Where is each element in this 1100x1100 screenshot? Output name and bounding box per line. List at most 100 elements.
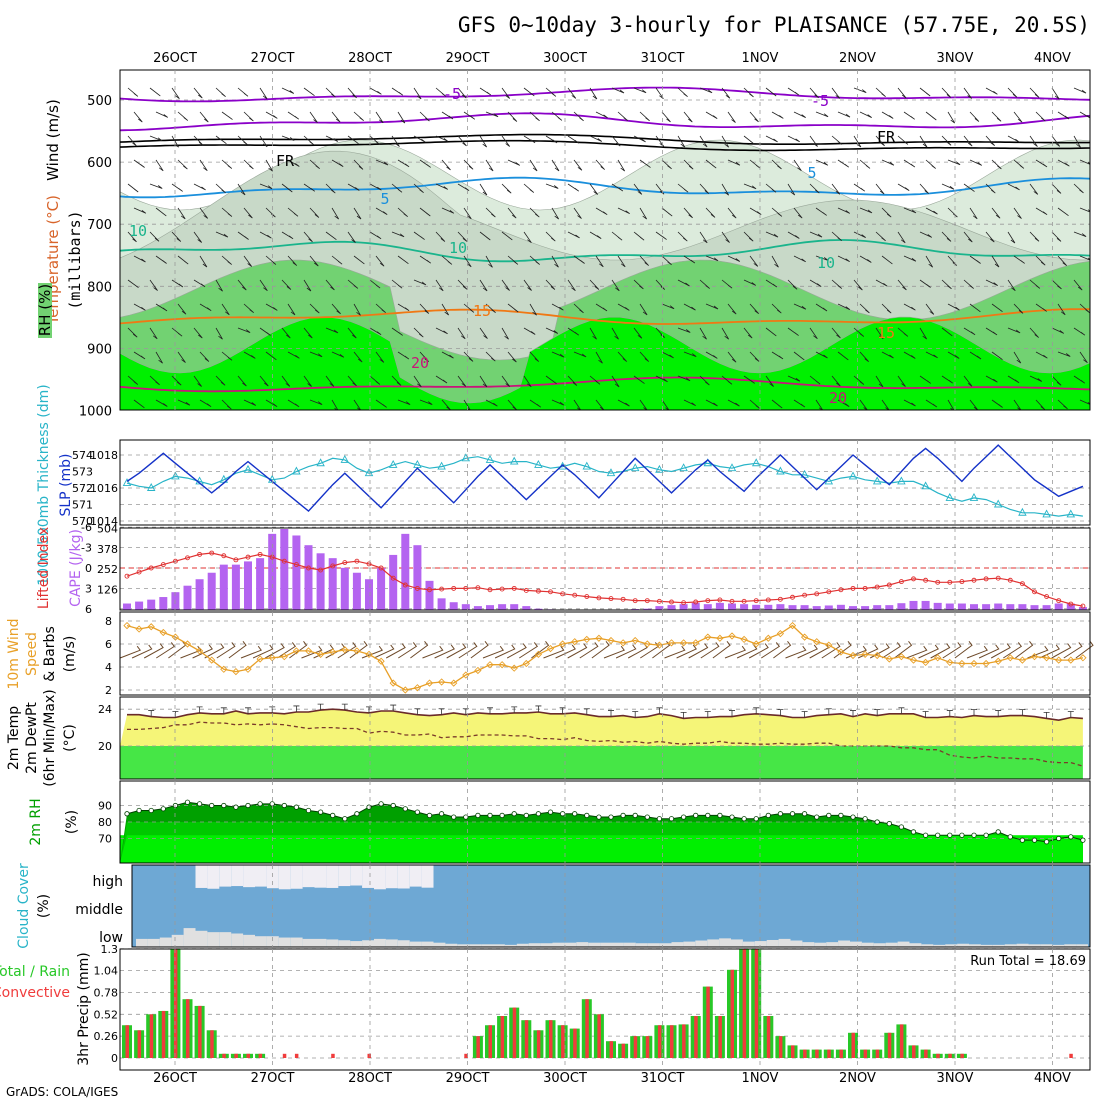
precip-convective-bar <box>500 1016 505 1058</box>
upper-wind-barb <box>919 135 928 148</box>
upper-wind-barb <box>1013 255 1025 264</box>
upper-wind-barb <box>655 375 668 383</box>
wind-speed-point <box>776 630 785 638</box>
wind-barb <box>930 643 951 659</box>
rh2m-point <box>1068 834 1074 840</box>
upper-wind-barb <box>529 111 540 122</box>
upper-wind-barb <box>963 183 975 192</box>
upper-wind-barb <box>721 183 730 196</box>
upper-wind-barb <box>177 159 188 170</box>
date-axis: 26OCT 27OCT 28OCT 29OCT 30OCT 31OCT 1NOV 2NOV 3N… <box>153 51 1071 66</box>
precip-convective-bar <box>294 1053 299 1058</box>
contour-label: 10 <box>129 222 147 240</box>
lifted-index-point <box>681 600 687 606</box>
cape-bar <box>655 606 664 610</box>
upper-wind-barb <box>903 351 916 359</box>
cape-bar <box>461 604 470 610</box>
cape-bar <box>897 603 906 610</box>
lifted-index-point <box>318 567 324 573</box>
upper-wind-barb <box>523 231 532 244</box>
upper-wind-barb <box>787 87 800 96</box>
cloud-low-bar <box>397 940 410 947</box>
cape-bar <box>304 545 313 610</box>
lifted-index-point <box>523 587 529 593</box>
temp-minmax-bar <box>729 710 735 717</box>
upper-wind-barb <box>545 87 557 97</box>
wind-barb <box>301 645 323 659</box>
upper-wind-barb <box>1029 327 1039 338</box>
temp-minmax-bar <box>245 707 251 714</box>
cloud-low-bar <box>588 942 601 947</box>
cape-bar <box>352 572 361 610</box>
lifted-index-point <box>596 595 602 601</box>
rh2m-point <box>136 807 142 814</box>
wind-speed-point <box>1055 656 1063 664</box>
precip-convective-bar <box>246 1053 250 1058</box>
cloud-high-bar <box>231 865 244 887</box>
lifted-index-point <box>402 582 408 588</box>
thickness-point <box>582 461 592 470</box>
cape-bar <box>1018 604 1027 610</box>
wind-barb <box>652 641 671 659</box>
upper-wind-barb <box>133 351 146 360</box>
cloud-low-bar <box>754 941 767 947</box>
cloud-low-bar <box>445 943 458 947</box>
lifted-index-point <box>1080 603 1086 609</box>
wind-label-3: & Barbs <box>42 626 58 682</box>
upper-wind-barb <box>193 279 206 288</box>
contour-label: 20 <box>829 389 847 407</box>
lifted-index-point <box>995 575 1001 581</box>
thickness-tick-label: 572 <box>72 482 93 495</box>
upper-wind-barb <box>1073 135 1081 148</box>
wind-speed-point <box>546 644 555 653</box>
wind-speed-point <box>825 641 833 649</box>
upper-wind-barb <box>991 399 1003 408</box>
upper-wind-barb <box>523 375 532 388</box>
contour-label: -5 <box>443 85 461 103</box>
cloud-high-bar <box>421 865 434 888</box>
upper-wind-barb <box>793 111 806 118</box>
upper-wind-barb <box>699 135 708 148</box>
lifted-index-point <box>233 557 239 563</box>
upper-wind-barb <box>875 375 884 388</box>
temp-minmax-bar <box>704 711 711 718</box>
upper-wind-barb <box>699 375 710 386</box>
cloud-low-bar <box>683 941 696 947</box>
upper-wind-barb <box>787 183 796 196</box>
wind-barb <box>1051 643 1072 659</box>
wind-speed-point <box>450 679 458 687</box>
upper-wind-barb <box>177 303 187 315</box>
cloud-low-bar <box>647 943 660 947</box>
wind-barb <box>204 643 225 659</box>
upper-wind-barb <box>369 183 382 191</box>
thickness-point <box>485 455 495 463</box>
lifted-index-point <box>548 589 553 595</box>
upper-wind-barb <box>831 231 842 242</box>
upper-wind-barb <box>837 207 851 214</box>
lifted-index-point <box>463 585 469 591</box>
rh2m-tick-label: 80 <box>98 816 112 829</box>
cloud-low-bar <box>933 944 946 947</box>
cloud-low-bar <box>814 942 827 947</box>
wind-speed-point <box>486 661 494 669</box>
upper-wind-barb <box>259 279 268 292</box>
upper-wind-barb <box>793 207 803 219</box>
wind-label-1: 10m Wind <box>6 618 22 689</box>
rh2m-point <box>608 814 614 820</box>
upper-wind-barb <box>171 375 182 386</box>
upper-wind-barb <box>919 231 933 238</box>
upper-wind-barb <box>633 375 645 384</box>
upper-wind-barb <box>881 111 894 119</box>
wind-speed-point <box>813 638 821 646</box>
wind-speed-point <box>679 639 688 647</box>
upper-wind-barb <box>705 207 716 218</box>
temp-minmax-bar <box>293 705 300 712</box>
upper-wind-barb <box>545 183 559 189</box>
upper-wind-barb <box>947 159 961 166</box>
temp-tick-label: 24 <box>98 703 112 716</box>
upper-wind-barb <box>507 207 517 219</box>
upper-wind-barb <box>787 279 798 290</box>
upper-wind-barb <box>633 327 643 339</box>
wind-speed-point <box>885 655 893 663</box>
upper-wind-barb <box>1073 327 1086 336</box>
